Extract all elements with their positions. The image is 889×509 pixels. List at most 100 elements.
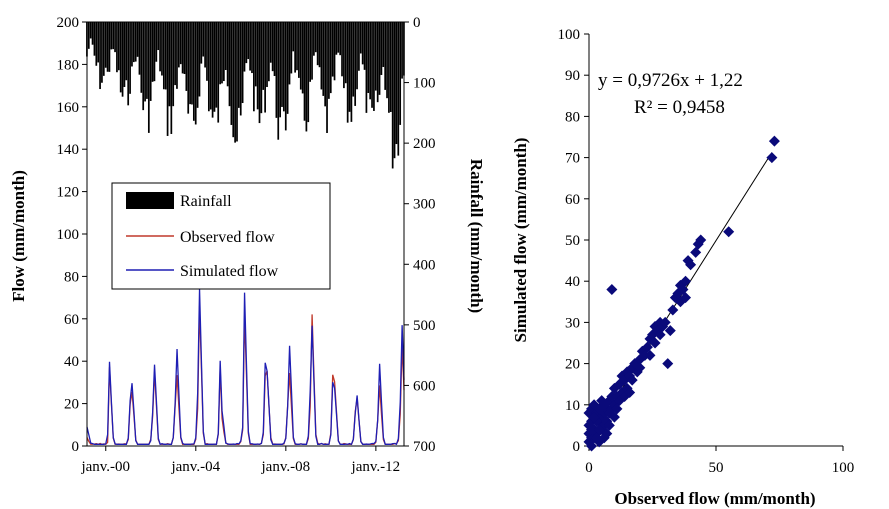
- rainfall-axis-tick-label: 200: [413, 136, 436, 152]
- rainfall-bar: [164, 22, 167, 90]
- rainfall-bar: [162, 22, 165, 90]
- rainfall-bar: [284, 22, 287, 131]
- rainfall-axis-tick-label: 700: [413, 439, 436, 455]
- rainfall-bar: [93, 22, 96, 56]
- rainfall-bar: [358, 22, 360, 71]
- rainfall-bar: [305, 22, 308, 132]
- scatter-y-tick-label: 60: [565, 192, 580, 208]
- rainfall-bar: [343, 22, 345, 89]
- rainfall-bar: [230, 22, 233, 125]
- rainfall-bar: [91, 22, 94, 45]
- scatter-point: [634, 362, 646, 374]
- rainfall-bar: [108, 22, 111, 72]
- rainfall-bar: [389, 22, 392, 112]
- scatter-y-tick-label: 90: [565, 68, 580, 84]
- rainfall-bar: [241, 22, 244, 104]
- rainfall-bar: [299, 22, 302, 90]
- flow-axis-tick-label: 100: [57, 227, 80, 243]
- rainfall-bar: [194, 22, 197, 125]
- rainfall-bar: [376, 22, 379, 103]
- rainfall-bar: [249, 22, 251, 71]
- rainfall-bar: [314, 22, 317, 53]
- rainfall-bar: [217, 22, 220, 123]
- rainfall-bar: [281, 22, 283, 107]
- rainfall-axis-tick-label: 400: [413, 257, 436, 273]
- flow-lines: [86, 288, 405, 446]
- rainfall-bar: [348, 22, 351, 112]
- flow-axis-tick-label: 160: [57, 100, 80, 116]
- scatter-point: [601, 428, 613, 440]
- rainfall-bar: [286, 22, 289, 114]
- scatter-point: [723, 226, 735, 238]
- rainfall-axis-tick-label: 600: [413, 378, 436, 394]
- rainfall-bar: [335, 22, 338, 55]
- rainfall-bar: [215, 22, 218, 108]
- rainfall-axis-tick-label: 0: [413, 15, 421, 31]
- rainfall-bar: [104, 22, 107, 68]
- rainfall-bar: [277, 22, 280, 140]
- scatter-points: [583, 135, 780, 452]
- rainfall-bar: [112, 22, 115, 50]
- rainfall-bar: [114, 22, 116, 53]
- flow-axis-tick-label: 140: [57, 142, 80, 158]
- scatter-y-tick-label: 0: [573, 439, 581, 455]
- flow-timeseries-chart: 0 20 40 60 80 100 120 140 160 180 200 0 100 200 300 400…: [9, 15, 486, 475]
- rainfall-bar: [149, 22, 152, 101]
- scatter-point: [588, 411, 600, 423]
- rainfall-bar: [174, 22, 176, 86]
- scatter-point: [606, 283, 618, 295]
- rainfall-bar: [318, 22, 321, 68]
- rainfall-bar: [397, 22, 400, 156]
- scatter-x-tick-label: 50: [709, 460, 724, 476]
- rainfall-bar: [142, 22, 145, 111]
- scatter-x-tick-label: 0: [585, 460, 593, 476]
- scatter-axes: 0 10 20 30 40 50 60 70 80 90 100 0 50 100: [558, 27, 855, 476]
- flow-axis-tick-label: 40: [64, 354, 79, 370]
- regression-equation: y = 0,9726x + 1,22: [598, 70, 743, 91]
- rainfall-bar: [179, 22, 182, 65]
- rainfall-bar: [359, 22, 362, 54]
- rainfall-bar: [146, 22, 148, 99]
- rainfall-bar: [264, 22, 266, 113]
- rainfall-bar: [344, 22, 347, 84]
- rainfall-bar: [209, 22, 212, 110]
- scatter-y-tick-label: 50: [565, 233, 580, 249]
- rainfall-axis-tick-label: 100: [413, 76, 436, 92]
- rainfall-bar: [144, 22, 146, 102]
- rainfall-bar: [256, 22, 259, 110]
- rainfall-bar: [271, 22, 274, 72]
- scatter-point: [667, 304, 679, 316]
- rainfall-bar: [354, 22, 357, 106]
- rainfall-bar: [391, 22, 394, 169]
- rainfall-bar: [213, 22, 216, 112]
- legend-label-rainfall: Rainfall: [180, 193, 232, 210]
- scatter-point: [591, 432, 603, 444]
- rainfall-bar: [236, 22, 238, 142]
- flow-axis-tick-label: 20: [64, 397, 79, 413]
- rainfall-bar: [329, 22, 332, 94]
- rainfall-bar: [191, 22, 193, 105]
- scatter-x-axis-title: Observed flow (mm/month): [614, 489, 815, 508]
- scatter-point: [662, 358, 674, 370]
- scatter-point: [766, 152, 778, 164]
- rainfall-bar: [226, 22, 229, 87]
- observed-vs-simulated-scatter: 0 10 20 30 40 50 60 70 80 90 100 0 50 100 y = 0,9726x…: [511, 27, 854, 508]
- rainfall-bar: [384, 22, 387, 90]
- rainfall-bar: [121, 22, 124, 97]
- rainfall-bar: [269, 22, 272, 63]
- rainfall-bar: [196, 22, 199, 108]
- rainfall-bar: [187, 22, 190, 114]
- rainfall-bar: [309, 22, 311, 82]
- rainfall-bar: [89, 22, 92, 39]
- scatter-point: [586, 424, 598, 436]
- rainfall-bar: [127, 22, 130, 106]
- rainfall-bar: [352, 22, 355, 97]
- rainfall-bar: [294, 22, 296, 73]
- rainfall-bar: [136, 22, 139, 57]
- rainfall-bar: [243, 22, 246, 72]
- rainfall-bar: [253, 22, 255, 112]
- rainfall-bar: [110, 22, 113, 50]
- rainfall-bar: [288, 22, 291, 85]
- rainfall-bar: [170, 22, 173, 134]
- rainfall-bar: [279, 22, 281, 118]
